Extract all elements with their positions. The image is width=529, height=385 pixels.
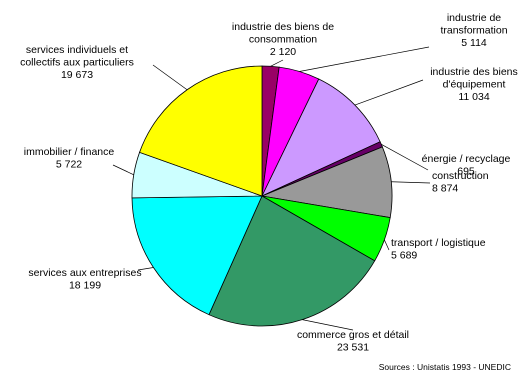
- slice-value: 5 722: [56, 159, 82, 171]
- slice-label-8: services aux entreprises 18 199: [28, 267, 141, 292]
- slice-value: 8 874: [432, 183, 458, 195]
- slice-name: industrie des biens: [430, 66, 518, 78]
- leader-line-5: [391, 181, 431, 184]
- slice-value: 5 114: [461, 37, 487, 49]
- slice-label-6: transport / logistique 5 689: [391, 237, 486, 262]
- slice-label-2: industrie de transformation 5 114: [440, 12, 507, 49]
- slice-label-3: industrie des biens d'équipement 11 034: [430, 66, 518, 103]
- leader-line-8: [137, 267, 154, 271]
- slice-value: 5 689: [391, 250, 417, 262]
- slice-label-7: commerce gros et détail 23 531: [297, 329, 409, 354]
- slice-name: commerce gros et détail: [297, 329, 409, 341]
- slice-value: 18 199: [69, 280, 101, 292]
- slice-name: services individuels et: [26, 44, 128, 56]
- leader-line-1: [270, 59, 284, 67]
- slice-name: d'équipement: [443, 79, 506, 91]
- slice-value: 19 673: [61, 69, 93, 81]
- leader-line-10: [152, 64, 188, 91]
- slice-name: industrie des biens de: [232, 21, 334, 33]
- leader-line-6: [384, 239, 390, 251]
- slice-label-10: services individuels et collectifs aux pa…: [20, 44, 134, 81]
- leader-line-9: [112, 164, 134, 176]
- slice-value: 23 531: [337, 342, 369, 354]
- pie-slice-10: [139, 65, 263, 197]
- leader-line-2: [299, 46, 430, 72]
- slice-name: immobilier / finance: [24, 146, 115, 158]
- slice-name: transformation: [440, 25, 507, 37]
- pie-slices: [131, 65, 393, 327]
- slice-name: services aux entreprises: [28, 267, 141, 279]
- leader-lines: [112, 46, 431, 331]
- source-note: Sources : Unistatis 1993 - UNEDIC: [379, 362, 511, 372]
- pie-slice-3: [261, 78, 381, 197]
- slice-name: consommation: [249, 34, 317, 46]
- slice-name: énergie / recyclage: [422, 153, 511, 165]
- leader-line-3: [354, 79, 424, 106]
- pie-slice-7: [208, 195, 376, 327]
- slice-label-5: construction 8 874: [432, 170, 489, 195]
- slice-value: 695: [457, 166, 475, 178]
- slice-value: 11 034: [458, 91, 489, 103]
- slice-name: transport / logistique: [391, 237, 486, 249]
- slice-labels: industrie des biens de consommation 2 120i…: [20, 12, 518, 354]
- slice-label-1: industrie des biens de consommation 2 120: [232, 21, 334, 58]
- slice-label-4: énergie / recyclage 695: [422, 153, 511, 178]
- slice-name: collectifs aux particuliers: [20, 57, 134, 69]
- leader-line-7: [302, 319, 354, 331]
- slice-value: 2 120: [270, 46, 296, 58]
- leader-line-4: [381, 144, 429, 171]
- slice-label-9: immobilier / finance 5 722: [24, 146, 115, 171]
- slice-name: industrie de: [447, 12, 501, 24]
- slice-name: construction: [432, 170, 489, 182]
